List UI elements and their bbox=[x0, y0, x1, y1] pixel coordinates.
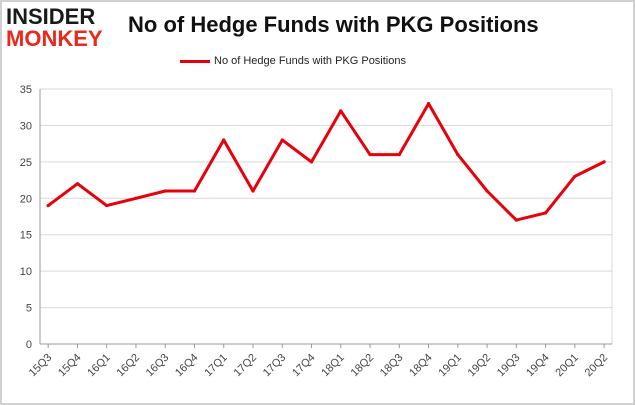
y-tick-label: 0 bbox=[26, 339, 32, 351]
x-tick-label: 16Q4 bbox=[173, 352, 201, 380]
data-point bbox=[339, 109, 343, 113]
data-point bbox=[105, 203, 109, 208]
y-tick-label: 30 bbox=[20, 120, 32, 132]
logo-text-insider: INSIDER bbox=[6, 4, 96, 29]
x-tick-label: 18Q4 bbox=[407, 352, 435, 380]
x-tick-label: 18Q2 bbox=[349, 352, 377, 380]
x-tick-label: 20Q2 bbox=[583, 352, 611, 380]
data-point bbox=[280, 138, 284, 142]
chart-title: No of Hedge Funds with PKG Positions bbox=[128, 12, 539, 37]
data-point bbox=[368, 152, 372, 157]
legend-swatch bbox=[180, 59, 210, 63]
x-tick-label: 15Q3 bbox=[27, 352, 55, 380]
x-tick-label: 19Q1 bbox=[436, 352, 464, 380]
data-point bbox=[134, 196, 138, 200]
data-point bbox=[309, 160, 314, 164]
data-point bbox=[573, 174, 577, 179]
series-line bbox=[46, 102, 606, 222]
data-point bbox=[163, 189, 167, 193]
data-point bbox=[251, 189, 255, 193]
x-tick-label: 17Q1 bbox=[202, 352, 230, 380]
x-tick-label: 19Q2 bbox=[466, 352, 494, 380]
data-point bbox=[192, 189, 197, 193]
x-tick-label: 18Q3 bbox=[378, 352, 406, 380]
y-tick-label: 15 bbox=[20, 230, 32, 242]
legend: No of Hedge Funds with PKG Positions bbox=[180, 52, 406, 70]
data-point bbox=[514, 218, 518, 222]
insider-monkey-logo: INSIDER MONKEY bbox=[6, 4, 118, 50]
data-point bbox=[75, 182, 80, 186]
logo-text-monkey: MONKEY bbox=[6, 26, 103, 51]
x-tick-label: 17Q4 bbox=[290, 352, 318, 380]
y-tick-label: 20 bbox=[20, 193, 32, 205]
x-tick-label: 17Q2 bbox=[232, 352, 260, 380]
x-tick-label: 20Q1 bbox=[553, 352, 581, 380]
x-tick-label: 16Q1 bbox=[85, 352, 113, 380]
y-tick-label: 10 bbox=[20, 266, 32, 278]
x-tick-label: 16Q2 bbox=[115, 352, 143, 380]
x-tick-label: 16Q3 bbox=[144, 352, 172, 380]
x-tick-label: 15Q4 bbox=[56, 352, 84, 380]
data-point bbox=[426, 101, 431, 106]
y-tick-label: 25 bbox=[20, 157, 32, 169]
data-point bbox=[485, 189, 489, 193]
y-tick-label: 5 bbox=[26, 303, 32, 315]
data-point bbox=[46, 203, 50, 208]
data-point bbox=[456, 152, 460, 157]
x-tick-label: 19Q3 bbox=[495, 352, 523, 380]
y-tick-label: 35 bbox=[20, 84, 32, 96]
data-point bbox=[222, 138, 226, 142]
data-point bbox=[397, 152, 401, 157]
legend-label: No of Hedge Funds with PKG Positions bbox=[214, 55, 406, 67]
data-point bbox=[602, 160, 606, 164]
data-point bbox=[543, 211, 548, 215]
x-tick-label: 18Q1 bbox=[319, 352, 347, 380]
x-tick-label: 19Q4 bbox=[524, 352, 552, 380]
x-tick-label: 17Q3 bbox=[261, 352, 289, 380]
